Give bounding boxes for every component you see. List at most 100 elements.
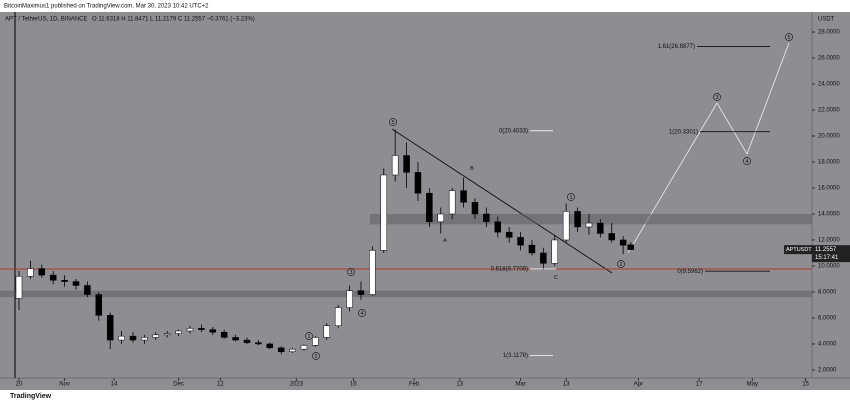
plot: 2.00004.00006.00008.000010.000012.000014… (0, 30, 850, 388)
candle-body (460, 190, 467, 203)
wave-label: 1 (569, 195, 572, 201)
wave-label: 4 (360, 311, 363, 317)
candle-body (334, 307, 342, 327)
wave-circle (389, 118, 397, 126)
fib-label: 0(20.4033) (499, 128, 528, 134)
candle-body (494, 221, 502, 233)
candle-body (106, 315, 114, 341)
price-tag-box (812, 245, 850, 263)
candle-body (380, 174, 388, 251)
y-tick-label: 8.0000 (818, 290, 837, 296)
x-tick-label: 17 (696, 382, 703, 388)
candle-body (163, 333, 171, 336)
wave-circle (617, 260, 625, 268)
fib-label: 1(20.3301) (669, 129, 698, 135)
y-tick-label: 14.0000 (818, 212, 840, 218)
wave-label: 4 (745, 159, 748, 165)
candle-body (608, 233, 616, 241)
candle-body (95, 294, 103, 316)
candle-body (198, 328, 205, 330)
x-tick-label: 15 (802, 382, 809, 388)
candle-body (323, 325, 331, 338)
brand: TradingView (10, 393, 52, 400)
candle-body (346, 290, 353, 308)
wave-circle (785, 33, 793, 41)
ohlc: O 11.6318 H 11.8471 L 11.2179 C 11.2557 … (92, 17, 255, 23)
wave-circle (713, 93, 721, 101)
y-tick-label: 16.0000 (818, 186, 840, 192)
fib-label: 0(9.5962) (677, 269, 703, 275)
wave-label: C (554, 275, 558, 281)
candle-body (505, 231, 513, 238)
candle-body (619, 239, 627, 246)
header: BitcoinMaximus1 published on TradingView… (4, 4, 209, 10)
wave-label: 2 (314, 354, 317, 360)
trend-line (391, 128, 613, 274)
candle-body (437, 213, 445, 223)
candle-body (300, 344, 308, 350)
candle-body (585, 222, 593, 228)
wave-label: 2 (619, 262, 622, 268)
candle-body (118, 335, 125, 341)
wave-label: 3 (715, 95, 718, 101)
candle-body (471, 202, 479, 215)
x-tick-label: Mar (515, 382, 525, 388)
candle-body (448, 190, 456, 215)
candle-body (209, 329, 217, 333)
currency: USDT (818, 17, 835, 23)
candle-body (152, 334, 160, 338)
candle-body (517, 237, 524, 246)
candle-body (186, 328, 194, 332)
y-tick-label: 18.0000 (818, 160, 840, 166)
x-tick-label: Nov (59, 382, 70, 388)
wave-circle (312, 352, 320, 360)
y-tick-label: 28.0000 (818, 30, 840, 36)
candle-body (61, 280, 68, 282)
candle-body (27, 268, 34, 277)
wave-circle (305, 332, 313, 340)
wave-label: 3 (349, 270, 352, 276)
x-tick-label: Dec (173, 382, 184, 388)
wave-label: B (470, 166, 474, 172)
fib-label: 1(3.1178) (503, 353, 528, 359)
x-tick-label: 2023 (290, 382, 304, 388)
price-tag-value: 11.2557 (815, 247, 837, 253)
candle-body (597, 222, 604, 234)
y-tick-label: 6.0000 (818, 316, 837, 322)
candle-body (232, 337, 239, 341)
wave-circle (567, 193, 575, 201)
wave-label: A (443, 238, 447, 244)
wave-label: 5 (787, 35, 790, 41)
wave-circle (358, 309, 366, 317)
x-tick-label: 20 (16, 382, 23, 388)
candle-body (129, 335, 137, 341)
candle-body (391, 155, 399, 176)
price-tag-symbol: APTUSDT (786, 247, 812, 253)
candle-body (627, 244, 635, 250)
y-tick-label: 10.0000 (818, 264, 840, 270)
y-tick-label: 24.0000 (818, 82, 840, 88)
y-tick-label: 12.0000 (818, 238, 840, 244)
fib-label: 1.61(26.8877) (658, 44, 695, 50)
candle-body (574, 211, 581, 228)
candle-body (414, 172, 422, 194)
wave-label: 1 (307, 334, 310, 340)
x-tick-label: 12 (217, 382, 224, 388)
candle-body (528, 244, 536, 254)
x-tick-label: Apr (634, 382, 643, 388)
symbol: APT / TetherUS, 1D, BINANCE (5, 17, 87, 23)
x-tick-label: 13 (456, 382, 463, 388)
candle-body (141, 337, 148, 341)
wave-circle (347, 268, 355, 276)
y-tick-label: 20.0000 (818, 134, 840, 140)
candle-body (562, 211, 570, 241)
y-tick-label: 4.0000 (818, 342, 837, 348)
x-tick-label: Feb (409, 382, 420, 388)
x-tick-label: May (747, 382, 758, 388)
x-tick-label: 16 (350, 382, 357, 388)
candle-body (277, 347, 285, 352)
price-tag-symbol-box (784, 245, 812, 255)
candle-body (289, 348, 296, 352)
